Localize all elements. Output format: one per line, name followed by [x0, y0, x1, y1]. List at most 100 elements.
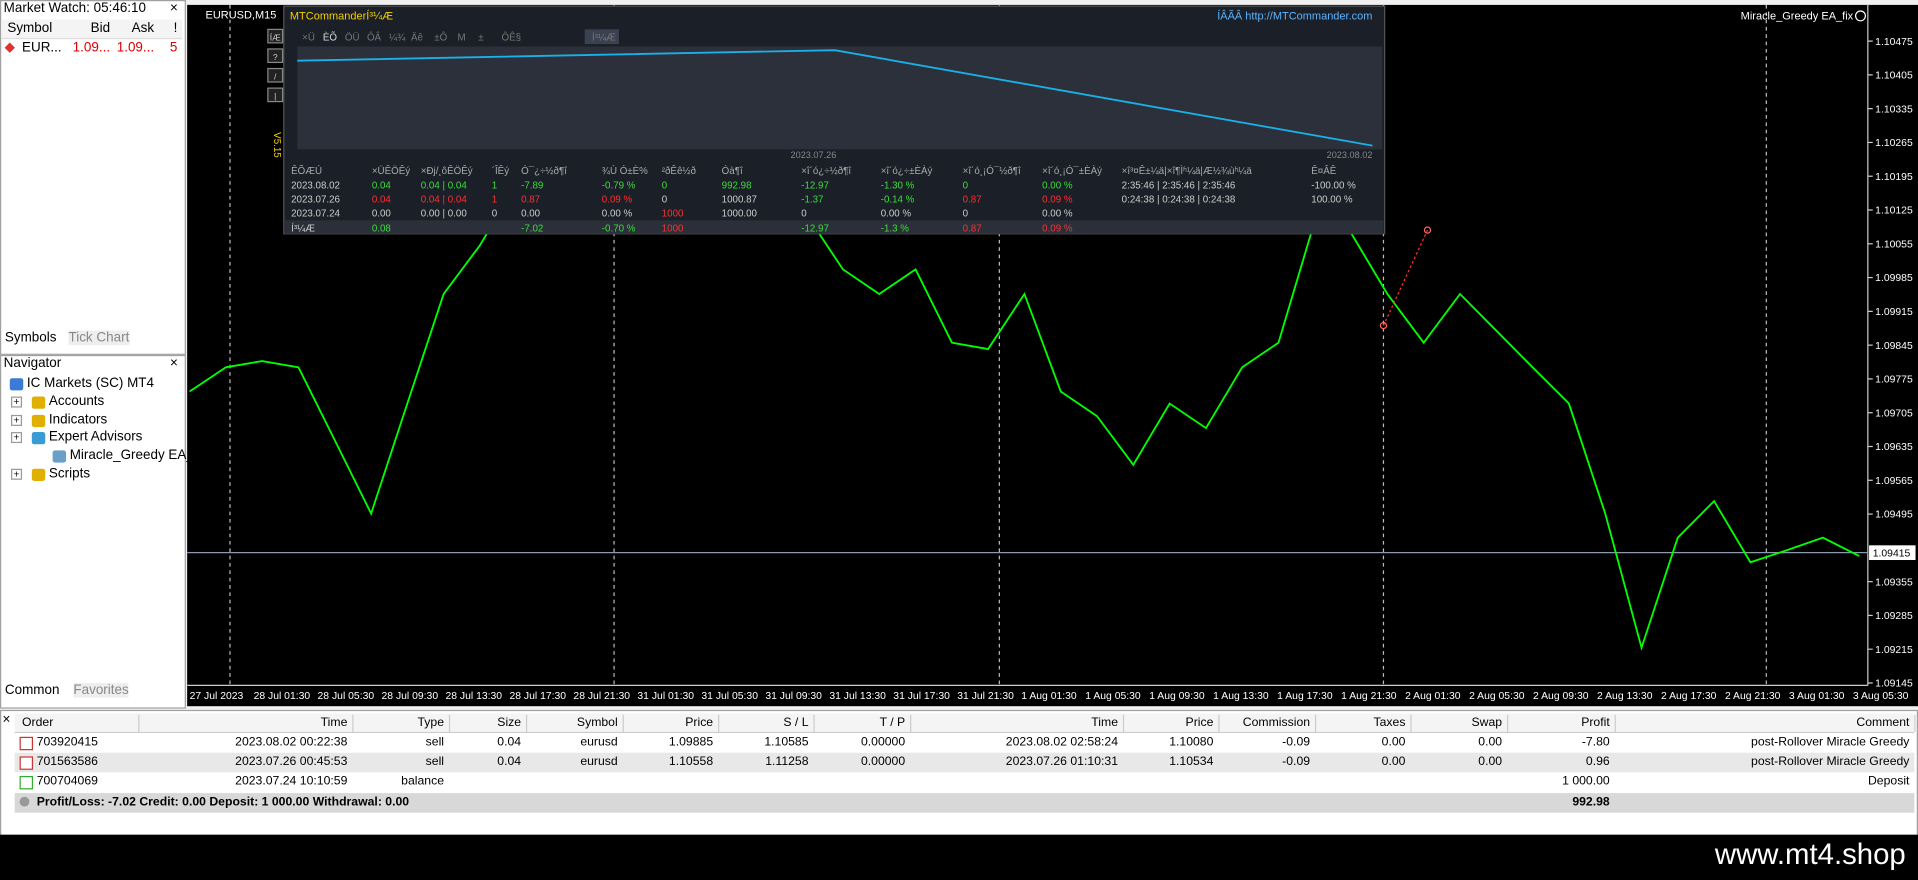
mtc-cell: 1000.87 — [722, 195, 757, 206]
mtc-link: ÍÂÃÂ http://MTCommander.com — [1217, 10, 1372, 23]
cell: -0.09 — [1282, 755, 1311, 769]
terminal-header-bg — [14, 713, 1915, 734]
mtc-cell: -7.89 — [521, 180, 543, 191]
mtc-total-row — [285, 220, 1384, 234]
tab[interactable]: Common — [4, 682, 60, 698]
mtc-version: V5.15 — [271, 132, 282, 158]
current-price-label: 1.09415 — [1873, 548, 1911, 559]
mtc-side-button[interactable] — [267, 67, 284, 83]
x-tick-label: 2 Aug 05:30 — [1469, 691, 1525, 702]
row-bg — [14, 772, 1915, 792]
cell: 5 — [169, 40, 178, 56]
x-tick-label: 1 Aug 05:30 — [1085, 691, 1141, 702]
tab[interactable]: Symbols — [4, 330, 57, 346]
close-button[interactable]: × — [170, 356, 178, 371]
cell: balance — [401, 774, 445, 789]
column-header: T / P — [879, 715, 906, 730]
y-tick-label: 1.09565 — [1875, 476, 1913, 487]
mtc-cell: -1.30 % — [881, 180, 915, 191]
column-header: Price — [685, 715, 714, 730]
x-tick-label: 1 Aug 17:30 — [1277, 691, 1333, 702]
mtc-toolbar-button[interactable]: ±Ô — [434, 32, 447, 43]
mtc-toolbar-button[interactable]: ÔÂ — [367, 32, 382, 43]
mtc-toolbar-button[interactable]: Í³¼Æ — [592, 32, 616, 43]
y-tick-label: 1.09285 — [1875, 611, 1913, 622]
mtc-toolbar-button[interactable]: ×Ü — [302, 32, 315, 43]
mtc-equity-area — [297, 46, 1383, 150]
mtc-toolbar-button[interactable]: Äê — [411, 32, 423, 43]
tab[interactable]: Tick Chart — [68, 330, 130, 346]
column-divider — [525, 714, 528, 732]
mtc-toolbar-button[interactable]: ÈÕ — [323, 32, 338, 43]
tree-expander[interactable]: + — [11, 414, 23, 426]
column-divider — [910, 714, 912, 732]
tree-icon — [52, 450, 67, 463]
close-button[interactable]: × — [170, 1, 178, 16]
mtc-cell: 0.04 | 0.04 — [421, 180, 468, 191]
mtc-side-button[interactable] — [267, 28, 284, 44]
mtc-header: ×î³¤Ê±¼ä|×î¶Ìʱ¼ä|Æ½¾ùʱ¼ä — [1122, 166, 1253, 177]
cell: 700704069 — [36, 774, 98, 789]
tree-expander[interactable]: + — [11, 468, 23, 480]
mtc-total-cell: -1.3 % — [881, 223, 910, 234]
tree-item[interactable]: Accounts — [48, 393, 105, 409]
row-bg — [14, 752, 1915, 773]
cell: -0.09 — [1282, 735, 1311, 750]
header-row — [1, 19, 183, 40]
cell: 1.10585 — [764, 735, 809, 750]
mtc-side-button-label: ÍÆ — [270, 32, 281, 42]
mtc-toolbar-button[interactable]: ¼¾ — [389, 32, 406, 43]
x-tick-label: 2 Aug 21:30 — [1725, 691, 1781, 702]
tab[interactable]: Favorites — [73, 682, 129, 698]
mtc-cell: 2023.08.02 — [291, 180, 340, 191]
column-divider — [1314, 714, 1317, 732]
panel-title: Navigator — [3, 356, 62, 371]
cell: post-Rollover Miracle Greedy — [1751, 755, 1910, 769]
close-button[interactable]: × — [2, 712, 11, 728]
row-icon — [19, 736, 34, 751]
x-tick-label: 2 Aug 17:30 — [1661, 691, 1717, 702]
row-bg — [14, 733, 1915, 753]
tree-item[interactable]: Indicators — [48, 411, 108, 427]
tree-item[interactable]: Scripts — [48, 466, 91, 482]
cell: 2023.08.02 02:58:24 — [1005, 735, 1119, 750]
cell: 0.04 — [497, 755, 522, 769]
x-tick-label: 31 Jul 01:30 — [637, 691, 694, 702]
x-tick-label: 2 Aug 09:30 — [1533, 691, 1589, 702]
mtc-toolbar-button[interactable]: ± — [478, 32, 484, 43]
mtc-cell: 0.00 % — [1042, 209, 1073, 220]
mtc-total-cell: Í³¼Æ — [291, 223, 315, 234]
tree-expander[interactable]: + — [11, 396, 23, 408]
mtc-cell: 0.00 — [372, 209, 392, 220]
mtc-total-cell: -0.70 % — [602, 223, 636, 234]
mtc-cell: 0 — [801, 209, 807, 220]
column-divider — [718, 714, 720, 732]
trade-link — [1382, 229, 1429, 326]
mtc-toolbar-button[interactable]: M — [457, 32, 465, 43]
mtc-cell: -0.79 % — [602, 180, 636, 191]
column-divider — [352, 714, 354, 732]
mtc-cell: 0 — [662, 180, 668, 191]
x-tick-label: 1 Aug 01:30 — [1021, 691, 1077, 702]
mtc-toolbar-button[interactable]: ÖÜ — [345, 32, 360, 43]
mtc-cell: 0.00 — [521, 209, 541, 220]
row-icon — [19, 756, 34, 770]
mtc-cell: 1000 — [662, 209, 684, 220]
tree-item[interactable]: Expert Advisors — [48, 430, 143, 445]
mtc-cell: 0.09 % — [1042, 195, 1073, 206]
tree-item[interactable]: Miracle_Greedy EA_fi — [69, 448, 201, 463]
mtc-toolbar-button[interactable]: ÔÊ§ — [502, 32, 522, 43]
x-tick-label: 31 Jul 13:30 — [829, 691, 886, 702]
mtc-cell: 0.09 % — [602, 195, 633, 206]
mtc-side-button[interactable] — [267, 48, 284, 64]
tree-item[interactable]: IC Markets (SC) MT4 — [26, 375, 155, 391]
column-header: Symbol — [7, 20, 53, 36]
column-divider — [1122, 714, 1125, 732]
current-price-box — [1869, 545, 1916, 561]
mtc-side-button[interactable] — [267, 87, 284, 103]
x-tick-label: 2 Aug 01:30 — [1405, 691, 1461, 702]
tree-expander[interactable]: + — [11, 432, 23, 444]
mtc-header: ×î´ó¸¡Ó¯±ÈÀý — [1042, 166, 1102, 177]
mtc-cell: 2023.07.24 — [291, 209, 340, 220]
x-tick-label: 27 Jul 2023 — [190, 691, 244, 702]
